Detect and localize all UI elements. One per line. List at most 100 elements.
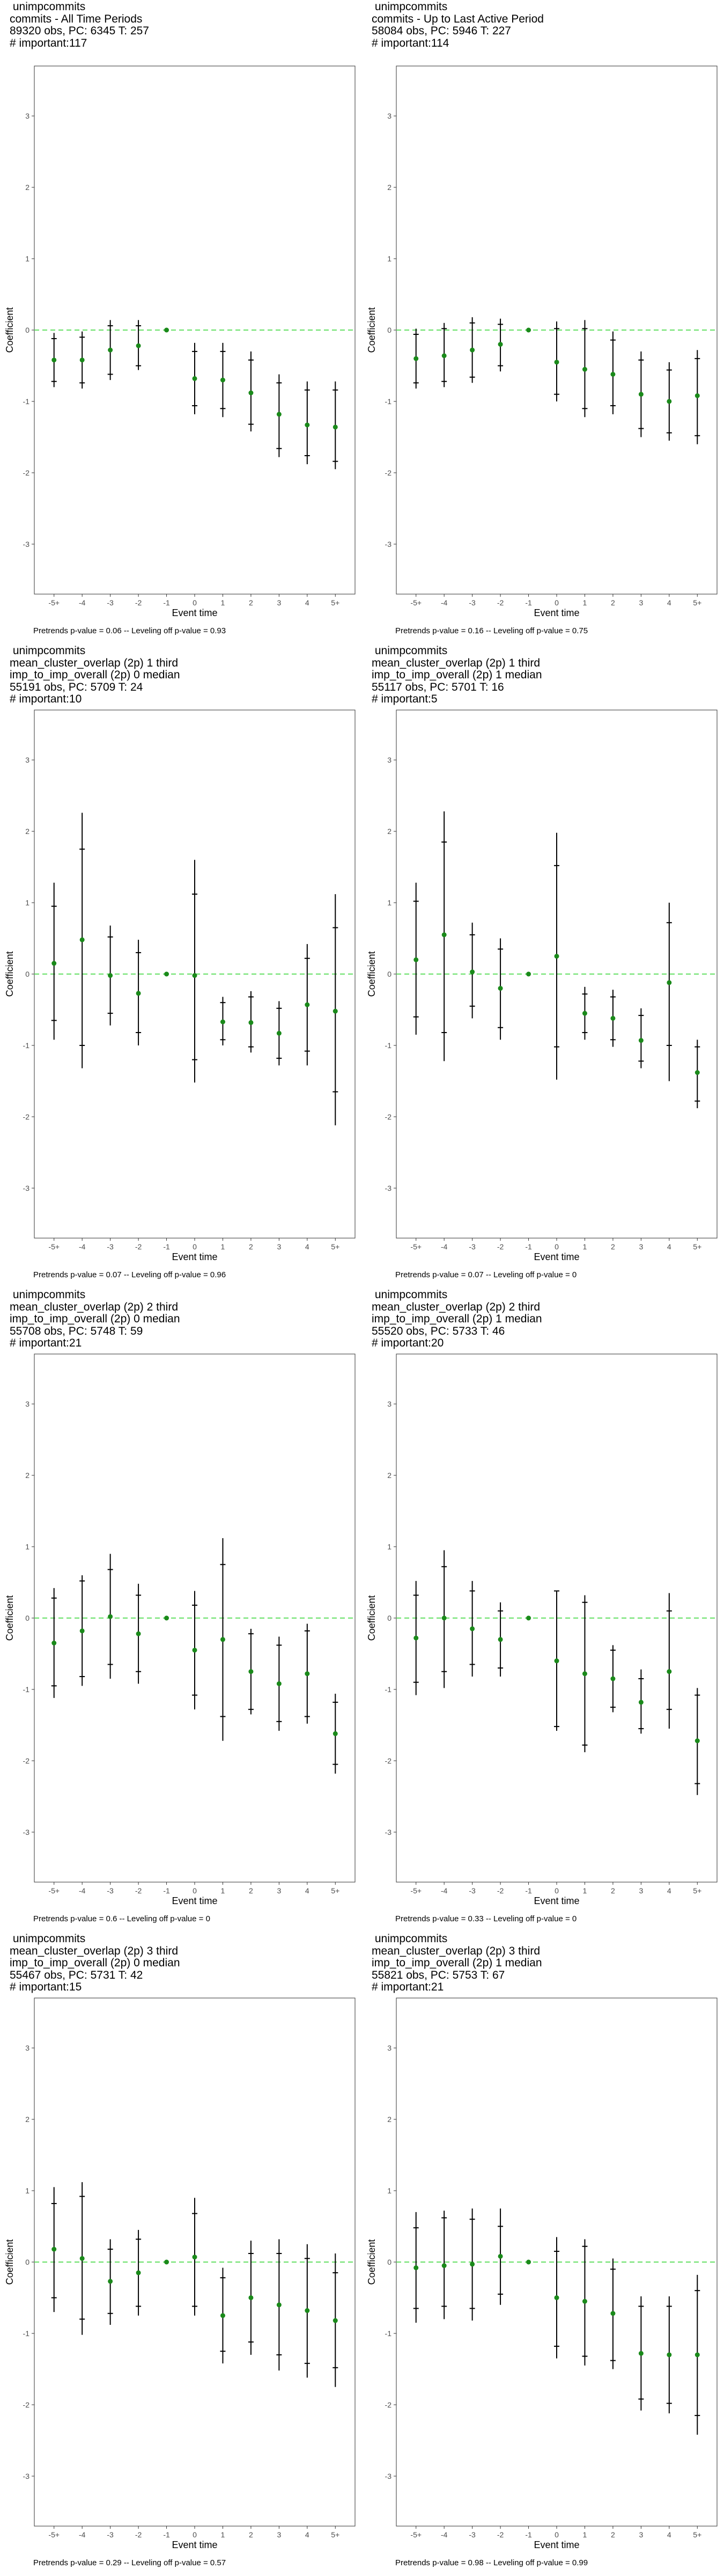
estimate-point (695, 1070, 700, 1075)
chart-title-line: commits - Up to Last Active Period (372, 12, 544, 25)
x-tick-label: 1 (583, 1886, 587, 1895)
estimate-point (51, 961, 57, 966)
y-axis-title: Coefficient (4, 2240, 15, 2285)
x-tick-label: -2 (135, 2530, 142, 2539)
x-tick-label: -1 (163, 598, 170, 607)
estimate-point (695, 2352, 700, 2358)
x-tick-label: 0 (555, 1242, 559, 1251)
estimate-point (470, 2262, 475, 2267)
estimate-point (220, 1637, 225, 1642)
plot-svg: -3 -2 -1 0 1 2 3 -5+ -4 -3 -2 -1 0 1 2 3 4 5+ Event time Co… (366, 1353, 718, 1906)
y-tick-label: -1 (385, 1041, 392, 1050)
chart-title: unimpcommits commits - Up to Last Active … (372, 1, 544, 49)
chart-title-line: mean_cluster_overlap (2p) 2 third (372, 1300, 540, 1313)
estimate-point (220, 377, 225, 383)
x-tick-label: -5+ (48, 1886, 60, 1895)
estimate-point (164, 2259, 169, 2265)
estimate-point (276, 1681, 282, 1686)
chart-title-line: unimpcommits (372, 1289, 448, 1301)
x-tick-label: 4 (667, 598, 671, 607)
estimate-point (554, 954, 559, 959)
x-tick-label: -5+ (48, 598, 60, 607)
x-tick-label: -4 (79, 1242, 86, 1251)
y-tick-label: -3 (23, 2472, 30, 2480)
estimate-point (136, 991, 141, 996)
x-tick-label: 5+ (331, 1242, 339, 1251)
estimate-point (248, 390, 254, 396)
x-tick-label: -4 (79, 598, 86, 607)
estimate-point (498, 986, 503, 991)
chart-title-line: # important:21 (10, 1337, 82, 1349)
x-tick-label: 2 (611, 1886, 615, 1895)
estimate-point (305, 2308, 310, 2313)
chart-panel: unimpcommits commits - All Time Periods 89… (0, 0, 362, 644)
estimate-point (51, 2246, 57, 2252)
x-tick-label: 0 (193, 2530, 197, 2539)
chart-title-line: unimpcommits (10, 1933, 86, 1945)
y-axis-title: Coefficient (4, 952, 15, 997)
y-tick-label: 2 (387, 2115, 391, 2124)
y-tick-label: 2 (25, 183, 29, 192)
estimate-point (248, 1020, 254, 1025)
estimate-point (526, 2259, 531, 2265)
x-tick-label: -1 (525, 2530, 532, 2539)
chart-title-line: 55191 obs, PC: 5709 T: 24 (10, 680, 143, 693)
estimate-point (248, 1669, 254, 1674)
x-tick-label: 3 (639, 2530, 643, 2539)
x-tick-label: -1 (525, 1242, 532, 1251)
x-tick-label: 2 (249, 1242, 253, 1251)
y-tick-label: -2 (385, 1113, 392, 1121)
x-tick-label: 3 (277, 1242, 281, 1251)
estimate-point (164, 327, 169, 333)
y-tick-label: -1 (385, 1685, 392, 1694)
estimate-point (610, 371, 616, 377)
estimate-point (470, 1626, 475, 1631)
y-tick-label: -2 (385, 469, 392, 477)
estimate-point (441, 932, 447, 938)
x-tick-label: 3 (639, 1886, 643, 1895)
x-tick-label: -4 (79, 2530, 86, 2539)
x-tick-label: 4 (667, 1242, 671, 1251)
x-tick-label: 0 (555, 2530, 559, 2539)
chart-title: unimpcommits mean_cluster_overlap (2p) 2 … (372, 1289, 542, 1350)
y-tick-label: -1 (385, 397, 392, 406)
chart-panel: unimpcommits mean_cluster_overlap (2p) 3 … (362, 1932, 724, 2576)
x-tick-label: -5+ (48, 2530, 60, 2539)
estimate-point (638, 2351, 644, 2356)
chart-title-line: # important:114 (372, 36, 449, 49)
y-tick-label: 1 (387, 254, 391, 263)
estimate-point (667, 980, 672, 985)
estimate-point (582, 2299, 587, 2304)
plot-svg: -3 -2 -1 0 1 2 3 -5+ -4 -3 -2 -1 0 1 2 3 4 5+ Event time Co… (4, 1997, 356, 2550)
x-tick-label: 3 (639, 598, 643, 607)
y-tick-label: 2 (387, 827, 391, 836)
chart-panel: unimpcommits mean_cluster_overlap (2p) 1 … (0, 644, 362, 1288)
y-tick-label: -1 (23, 1685, 30, 1694)
estimate-point (136, 343, 141, 348)
y-tick-label: -3 (385, 540, 392, 548)
x-tick-label: 5+ (693, 2530, 701, 2539)
estimate-point (79, 937, 85, 942)
y-tick-label: -1 (385, 2329, 392, 2338)
chart-title-line: unimpcommits (10, 645, 86, 657)
y-tick-label: 2 (25, 827, 29, 836)
chart-title-line: mean_cluster_overlap (2p) 3 third (10, 1944, 178, 1957)
y-tick-label: 0 (25, 1614, 29, 1622)
x-tick-label: -5+ (410, 2530, 422, 2539)
y-tick-label: 0 (387, 2258, 391, 2266)
y-tick-label: -1 (23, 2329, 30, 2338)
estimate-point (582, 1011, 587, 1016)
y-tick-label: 3 (387, 1400, 391, 1408)
estimate-point (51, 357, 57, 363)
estimate-point (413, 957, 419, 962)
chart-title-line: imp_to_imp_overall (2p) 0 median (10, 1313, 180, 1325)
x-tick-label: 3 (277, 1886, 281, 1895)
x-tick-label: -3 (469, 2530, 476, 2539)
estimate-point (638, 1700, 644, 1705)
x-tick-label: -2 (135, 1886, 142, 1895)
x-tick-label: 0 (193, 598, 197, 607)
x-axis-title: Event time (172, 608, 217, 618)
estimate-point (610, 1676, 616, 1681)
x-axis-title: Event time (534, 608, 579, 618)
